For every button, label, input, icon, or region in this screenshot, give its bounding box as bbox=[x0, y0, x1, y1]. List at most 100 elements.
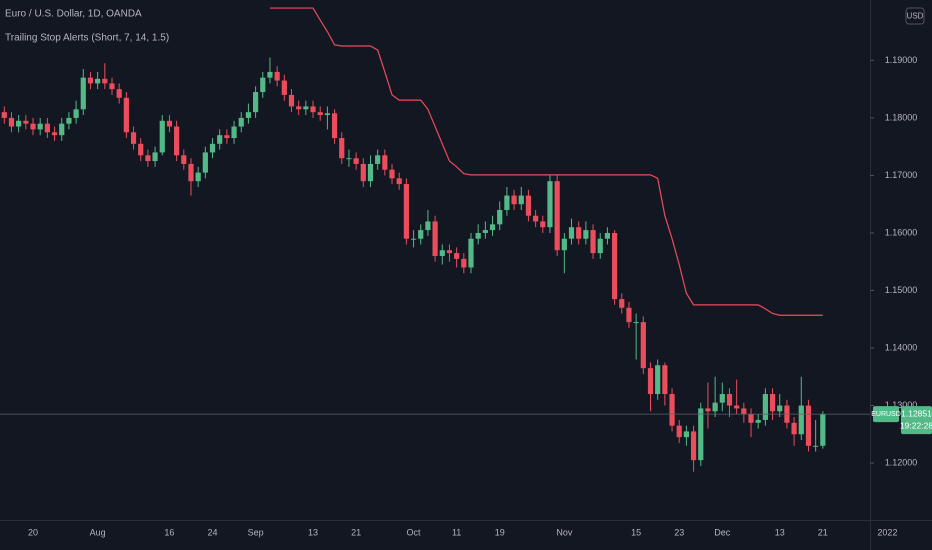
candle-body bbox=[102, 78, 108, 84]
candle-body bbox=[44, 123, 50, 133]
candle-body bbox=[181, 155, 187, 164]
candle-body bbox=[260, 77, 266, 93]
candle-body bbox=[583, 230, 589, 239]
indicator-label: Trailing Stop Alerts (Short, 7, 14, 1.5) bbox=[5, 33, 169, 44]
candle-body bbox=[712, 402, 718, 412]
candle-body bbox=[518, 195, 524, 205]
candle-body bbox=[726, 394, 733, 406]
candle-body bbox=[59, 123, 65, 136]
candle-body bbox=[655, 365, 661, 395]
candle-body bbox=[303, 106, 309, 110]
candle-body bbox=[669, 394, 675, 426]
candle-body bbox=[497, 209, 503, 225]
currency-badge[interactable] bbox=[905, 7, 925, 25]
candle-body bbox=[288, 94, 295, 107]
candle-body bbox=[741, 408, 747, 415]
candle-body bbox=[698, 408, 704, 461]
y-tick-label: 1.12000 bbox=[885, 457, 918, 467]
candle-body bbox=[647, 368, 654, 395]
candle-body bbox=[454, 253, 460, 259]
candle-body bbox=[425, 221, 431, 231]
candle-body bbox=[51, 132, 58, 136]
candle-body bbox=[482, 230, 488, 233]
candle-body bbox=[734, 405, 740, 409]
candle-body bbox=[202, 152, 208, 173]
candle-body bbox=[353, 158, 359, 164]
candle-body bbox=[360, 163, 366, 182]
candle-body bbox=[540, 221, 546, 228]
candle-body bbox=[705, 408, 711, 412]
candle-body bbox=[597, 238, 603, 254]
candle-body bbox=[568, 227, 575, 239]
candle-body bbox=[274, 71, 280, 81]
x-tick-label: Nov bbox=[556, 527, 573, 537]
y-tick-label: 1.17000 bbox=[885, 170, 918, 180]
candle-body bbox=[690, 431, 697, 461]
candle-body bbox=[331, 113, 338, 139]
candle-body bbox=[439, 250, 445, 256]
x-tick-label: 2022 bbox=[877, 527, 897, 537]
candle-body bbox=[820, 414, 826, 446]
y-tick-label: 1.19000 bbox=[885, 55, 918, 65]
candle-body bbox=[418, 230, 424, 239]
candle-body bbox=[504, 195, 510, 210]
x-tick-label: 21 bbox=[818, 527, 828, 537]
candle-body bbox=[130, 132, 137, 144]
y-tick-label: 1.16000 bbox=[885, 227, 918, 237]
candle-body bbox=[324, 113, 330, 116]
candle-body bbox=[748, 414, 754, 423]
y-tick-label: 1.14000 bbox=[885, 342, 918, 352]
y-tick-label: 1.13000 bbox=[885, 400, 918, 410]
candle-body bbox=[23, 120, 29, 124]
candle-body bbox=[762, 394, 768, 420]
candle-body bbox=[73, 109, 79, 118]
candle-body bbox=[317, 112, 323, 116]
candle-body bbox=[138, 143, 144, 156]
y-tick-label: 1.18000 bbox=[885, 112, 918, 122]
candle-body bbox=[755, 419, 761, 423]
candle-body bbox=[432, 221, 438, 256]
candle-body bbox=[410, 238, 417, 240]
candle-body bbox=[16, 120, 22, 127]
candle-body bbox=[281, 80, 287, 95]
x-tick-label: 11 bbox=[452, 527, 461, 537]
candle-body bbox=[166, 120, 173, 127]
candle-body bbox=[217, 135, 223, 144]
candle-body bbox=[245, 112, 252, 118]
candle-body bbox=[777, 405, 783, 412]
candle-body bbox=[461, 258, 467, 268]
candle-body bbox=[231, 126, 237, 139]
candle-body bbox=[798, 405, 804, 435]
candle-body bbox=[604, 232, 611, 239]
candle-body bbox=[95, 78, 101, 84]
x-tick-label: Dec bbox=[714, 527, 731, 537]
x-tick-label: 13 bbox=[775, 527, 785, 537]
last-price-label: 1.12851 bbox=[901, 408, 932, 418]
candle-body bbox=[159, 120, 165, 153]
candle-body bbox=[382, 155, 388, 170]
candle-body bbox=[547, 181, 553, 228]
candle-body bbox=[640, 322, 646, 369]
x-tick-label: Sep bbox=[248, 527, 264, 537]
x-tick-label: Oct bbox=[407, 527, 422, 537]
candle-body bbox=[511, 195, 517, 205]
candle-body bbox=[525, 195, 532, 216]
candle-body bbox=[188, 163, 194, 182]
candle-body bbox=[489, 224, 496, 231]
candle-body bbox=[152, 152, 158, 162]
candle-body bbox=[375, 155, 381, 164]
candle-body bbox=[109, 83, 115, 90]
candle-body bbox=[805, 405, 812, 446]
symbol-badge bbox=[873, 406, 899, 423]
candle-body bbox=[195, 172, 201, 182]
countdown: 19:22:28 bbox=[900, 420, 932, 430]
x-tick-label: 13 bbox=[308, 527, 318, 537]
candle-body bbox=[8, 117, 15, 127]
candle-body bbox=[590, 230, 596, 254]
candle-body bbox=[813, 445, 819, 447]
candle-body bbox=[30, 123, 36, 130]
candle-body bbox=[475, 232, 481, 239]
